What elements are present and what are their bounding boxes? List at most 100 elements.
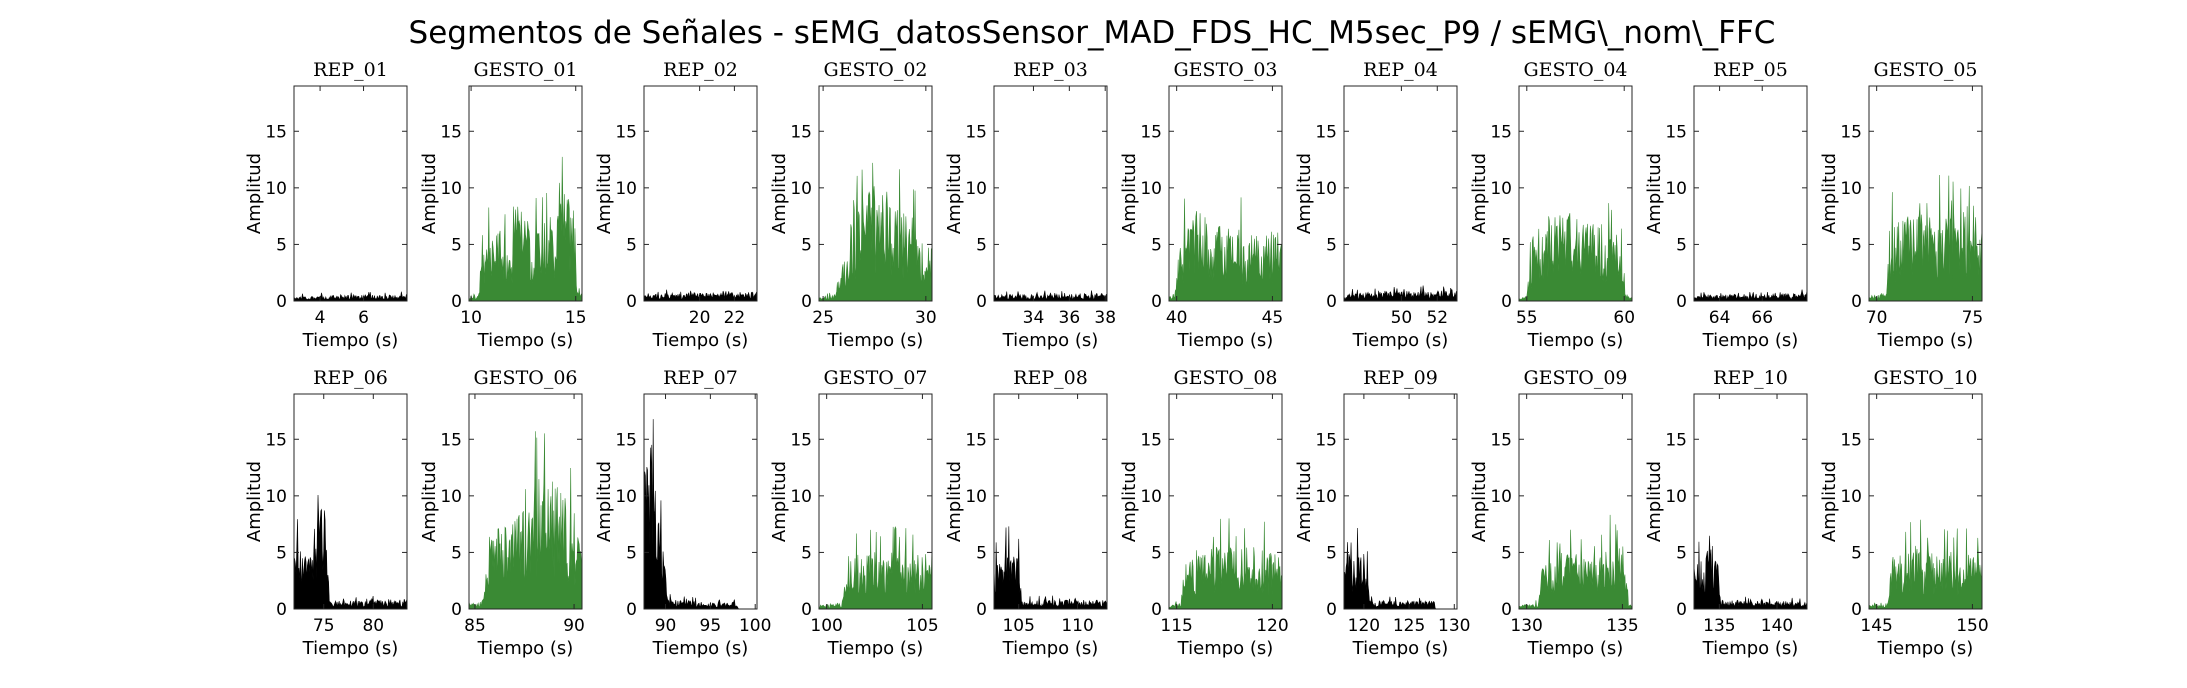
- ylabel-rep_06: Amplitud: [244, 461, 265, 542]
- ytick-label-rep_10: 0: [1676, 600, 1687, 620]
- xtick-label-gesto_06: 90: [563, 616, 585, 636]
- ytick-label-gesto_08: 5: [1151, 543, 1162, 563]
- ytick-label-gesto_07: 0: [801, 600, 812, 620]
- xtick-label-rep_02: 22: [724, 308, 746, 328]
- ytick-label-rep_02: 15: [615, 122, 637, 142]
- xtick-label-rep_08: 110: [1061, 616, 1093, 636]
- panel-title-rep_01: REP_01: [313, 59, 388, 81]
- xlabel-rep_06: Tiempo (s): [302, 638, 399, 659]
- xlabel-gesto_01: Tiempo (s): [477, 330, 574, 351]
- panel-title-rep_03: REP_03: [1013, 59, 1088, 81]
- panel-title-gesto_07: GESTO_07: [824, 367, 928, 389]
- ytick-label-rep_06: 10: [265, 487, 287, 507]
- ytick-label-gesto_05: 0: [1851, 292, 1862, 312]
- ytick-label-gesto_07: 5: [801, 543, 812, 563]
- panel-gesto_02: 0 5 10 15 25 30 GESTO_02 Tiempo (s) Amplitud: [769, 59, 937, 351]
- ytick-label-gesto_09: 15: [1490, 430, 1512, 450]
- ytick-label-gesto_02: 15: [790, 122, 812, 142]
- panel-title-gesto_02: GESTO_02: [824, 59, 928, 81]
- ytick-label-gesto_09: 10: [1490, 487, 1512, 507]
- xtick-label-gesto_10: 145: [1860, 616, 1892, 636]
- xlabel-rep_07: Tiempo (s): [652, 638, 749, 659]
- ytick-label-gesto_07: 10: [790, 487, 812, 507]
- xtick-label-gesto_08: 115: [1160, 616, 1192, 636]
- xtick-label-rep_09: 120: [1348, 616, 1380, 636]
- panel-title-gesto_04: GESTO_04: [1524, 59, 1628, 81]
- panel-rep_03: 0 5 10 15 34 36 38 REP_03 Tiempo (s) Amplitud: [944, 59, 1116, 351]
- ytick-label-rep_04: 15: [1315, 122, 1337, 142]
- signal-trace-rep_03: [994, 290, 1107, 301]
- axes-box-gesto_06: [468, 393, 583, 610]
- axes-box-gesto_02: [818, 85, 933, 302]
- xtick-label-gesto_04: 55: [1516, 308, 1538, 328]
- panel-gesto_08: 0 5 10 15 115 120 GESTO_08 Tiempo (s) Amplitud: [1119, 367, 1289, 659]
- panel-title-rep_05: REP_05: [1713, 59, 1788, 81]
- panel-rep_04: 0 5 10 15 50 52 REP_04 Tiempo (s) Amplitud: [1294, 59, 1458, 351]
- ylabel-gesto_02: Amplitud: [769, 153, 790, 234]
- panel-gesto_09: 0 5 10 15 130 135 GESTO_09 Tiempo (s) Amplitud: [1469, 367, 1639, 659]
- xlabel-rep_09: Tiempo (s): [1352, 638, 1449, 659]
- axes-box-rep_06: [293, 393, 408, 610]
- panel-rep_07: 0 5 10 15 90 95 100 REP_07 Tiempo (s) Amplitud: [594, 367, 771, 659]
- ytick-label-gesto_04: 0: [1501, 292, 1512, 312]
- xtick-label-rep_10: 140: [1761, 616, 1793, 636]
- ytick-label-rep_02: 10: [615, 179, 637, 199]
- ytick-label-rep_04: 0: [1326, 292, 1337, 312]
- signal-trace-gesto_03: [1169, 197, 1282, 301]
- panel-gesto_04: 0 5 10 15 55 60 GESTO_04 Tiempo (s) Amplitud: [1469, 59, 1635, 351]
- ytick-label-gesto_01: 0: [451, 292, 462, 312]
- signal-trace-gesto_06: [469, 431, 582, 609]
- signal-trace-rep_08: [994, 526, 1107, 609]
- signal-trace-rep_05: [1694, 289, 1807, 301]
- panel-title-rep_06: REP_06: [313, 367, 388, 389]
- ytick-label-rep_04: 10: [1315, 179, 1337, 199]
- xlabel-rep_03: Tiempo (s): [1002, 330, 1099, 351]
- xlabel-rep_08: Tiempo (s): [1002, 638, 1099, 659]
- xtick-label-gesto_06: 85: [464, 616, 486, 636]
- xtick-label-gesto_07: 100: [810, 616, 842, 636]
- axes-box-rep_09: [1343, 393, 1458, 610]
- ytick-label-gesto_02: 0: [801, 292, 812, 312]
- ytick-label-gesto_10: 10: [1840, 487, 1862, 507]
- xlabel-rep_02: Tiempo (s): [652, 330, 749, 351]
- ytick-label-gesto_04: 10: [1490, 179, 1512, 199]
- xtick-label-rep_02: 20: [689, 308, 711, 328]
- ytick-label-rep_09: 5: [1326, 543, 1337, 563]
- signal-trace-rep_10: [1694, 535, 1807, 609]
- xtick-label-rep_09: 125: [1393, 616, 1425, 636]
- ylabel-rep_09: Amplitud: [1294, 461, 1315, 542]
- ylabel-gesto_01: Amplitud: [419, 153, 440, 234]
- panel-rep_08: 0 5 10 15 105 110 REP_08 Tiempo (s) Amplitud: [944, 367, 1108, 659]
- panel-rep_02: 0 5 10 15 20 22 REP_02 Tiempo (s) Amplitud: [594, 59, 758, 351]
- axes-box-gesto_10: [1868, 393, 1983, 610]
- xlabel-gesto_05: Tiempo (s): [1877, 330, 1974, 351]
- axes-box-rep_02: [643, 85, 758, 302]
- xtick-label-rep_03: 34: [1023, 308, 1045, 328]
- panel-title-gesto_09: GESTO_09: [1524, 367, 1628, 389]
- xtick-label-rep_08: 105: [1002, 616, 1034, 636]
- ytick-label-gesto_08: 0: [1151, 600, 1162, 620]
- axes-box-rep_03: [993, 85, 1108, 302]
- axes-box-gesto_07: [818, 393, 933, 610]
- ylabel-rep_05: Amplitud: [1644, 153, 1665, 234]
- panel-gesto_07: 0 5 10 15 100 105 GESTO_07 Tiempo (s) Amplitud: [769, 367, 939, 659]
- ytick-label-rep_05: 15: [1665, 122, 1687, 142]
- ylabel-gesto_04: Amplitud: [1469, 153, 1490, 234]
- ytick-label-rep_08: 0: [976, 600, 987, 620]
- signal-trace-rep_04: [1344, 285, 1457, 301]
- axes-box-rep_05: [1693, 85, 1808, 302]
- ytick-label-rep_01: 10: [265, 179, 287, 199]
- xtick-label-gesto_09: 130: [1510, 616, 1542, 636]
- ytick-label-gesto_04: 5: [1501, 235, 1512, 255]
- ytick-label-gesto_02: 10: [790, 179, 812, 199]
- xtick-label-rep_01: 4: [315, 308, 326, 328]
- ylabel-gesto_05: Amplitud: [1819, 153, 1840, 234]
- ytick-label-rep_08: 5: [976, 543, 987, 563]
- panel-gesto_03: 0 5 10 15 40 45 GESTO_03 Tiempo (s) Amplitud: [1119, 59, 1283, 351]
- axes-box-rep_01: [293, 85, 408, 302]
- xtick-label-rep_05: 64: [1709, 308, 1731, 328]
- signal-trace-rep_07: [644, 419, 757, 609]
- ylabel-gesto_07: Amplitud: [769, 461, 790, 542]
- ytick-label-rep_10: 15: [1665, 430, 1687, 450]
- ytick-label-gesto_02: 5: [801, 235, 812, 255]
